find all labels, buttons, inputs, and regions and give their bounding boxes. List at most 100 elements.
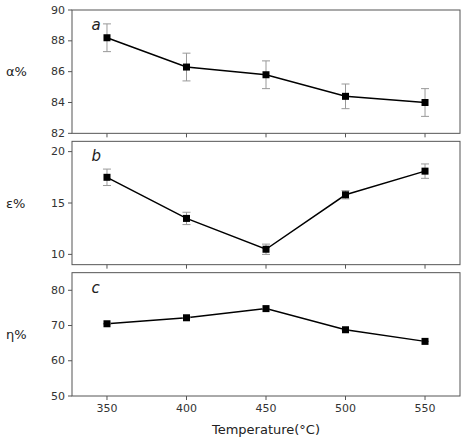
y-tick-label: 10 (51, 248, 65, 261)
y-tick (68, 71, 72, 72)
panel: 50607080350400450500550η%Temperature(°C)… (6, 273, 460, 437)
y-tick-label: 90 (51, 4, 65, 17)
error-bar-cap (262, 60, 270, 61)
x-tick (425, 396, 426, 400)
x-tick (425, 265, 426, 269)
data-point (103, 320, 110, 327)
panel: 101520ε%b (6, 141, 460, 268)
error-bar (342, 191, 350, 199)
error-bar-cap (103, 185, 111, 186)
error-bar-cap (342, 198, 350, 199)
error-bar-cap (262, 254, 270, 255)
x-tick (106, 133, 107, 137)
error-bar-cap (262, 88, 270, 89)
y-tick-label: 84 (51, 96, 65, 109)
y-tick-label: 86 (51, 65, 65, 78)
x-tick-label: 450 (256, 402, 277, 415)
x-tick (266, 265, 267, 269)
y-tick (68, 325, 72, 326)
y-tick-label: 15 (51, 197, 65, 210)
x-tick (106, 265, 107, 269)
x-tick-label: 550 (415, 402, 436, 415)
plot-frame (72, 10, 460, 133)
plot-frame (72, 273, 460, 396)
data-point (342, 326, 349, 333)
error-bar-cap (103, 51, 111, 52)
data-point (183, 64, 190, 71)
error-bar (262, 61, 270, 89)
error-bar-cap (103, 169, 111, 170)
y-tick (68, 133, 72, 134)
error-bar (421, 89, 429, 117)
data-point (422, 99, 429, 106)
error-bar-cap (342, 190, 350, 191)
data-point (342, 93, 349, 100)
x-tick (266, 396, 267, 400)
y-tick (68, 102, 72, 103)
panel: 82 84 86 88 90 α% a (6, 4, 460, 140)
error-bar-cap (182, 212, 190, 213)
x-tick (345, 396, 346, 400)
y-tick (68, 290, 72, 291)
error-bar (182, 212, 190, 224)
x-tick-label: 500 (335, 402, 356, 415)
error-bar-cap (182, 80, 190, 81)
series-line (107, 171, 425, 249)
series-line (107, 309, 425, 342)
x-tick (186, 396, 187, 400)
data-group (103, 164, 429, 254)
x-tick-label: 350 (96, 402, 117, 415)
x-tick (186, 133, 187, 137)
y-tick-label: 60 (51, 354, 65, 367)
x-tick (106, 396, 107, 400)
error-bar (342, 84, 350, 109)
figure: 8284868890α%a101520ε%b506070803504004505… (0, 0, 474, 448)
error-bar-cap (421, 88, 429, 89)
error-bar-cap (421, 178, 429, 179)
error-bar-cap (182, 53, 190, 54)
data-group (103, 24, 429, 117)
y-tick (68, 151, 72, 152)
panel-label: c (91, 279, 100, 297)
x-axis-label: Temperature(°C) (211, 422, 320, 437)
y-tick-label: 82 (51, 127, 65, 140)
data-group (103, 305, 429, 345)
data-point (263, 246, 270, 253)
panel-label: b (91, 147, 101, 165)
y-tick-label: 50 (51, 390, 65, 403)
x-tick (186, 265, 187, 269)
x-tick (425, 133, 426, 137)
data-point (422, 338, 429, 345)
data-point (263, 71, 270, 78)
plot-frame (72, 141, 460, 264)
panel-label: a (91, 16, 100, 34)
y-tick-label: 88 (51, 34, 65, 47)
y-tick-label: 70 (51, 319, 65, 332)
y-tick (68, 40, 72, 41)
y-tick (68, 10, 72, 11)
error-bar (421, 164, 429, 178)
x-tick (266, 133, 267, 137)
data-point (183, 215, 190, 222)
error-bar-cap (421, 163, 429, 164)
error-bar (103, 169, 111, 185)
data-point (422, 168, 429, 175)
data-point (103, 174, 110, 181)
data-point (103, 34, 110, 41)
error-bar (262, 244, 270, 254)
x-tick-label: 400 (176, 402, 197, 415)
error-bar-cap (342, 108, 350, 109)
y-tick (68, 360, 72, 361)
series-line (107, 38, 425, 103)
error-bar-cap (421, 116, 429, 117)
error-bar-cap (103, 23, 111, 24)
error-bar-cap (342, 84, 350, 85)
y-tick (68, 254, 72, 255)
error-bar-cap (262, 244, 270, 245)
y-axis-label: α% (6, 64, 27, 79)
y-tick (68, 203, 72, 204)
y-tick (68, 396, 72, 397)
data-point (263, 305, 270, 312)
error-bar (182, 53, 190, 81)
y-axis-label: ε% (6, 196, 25, 211)
